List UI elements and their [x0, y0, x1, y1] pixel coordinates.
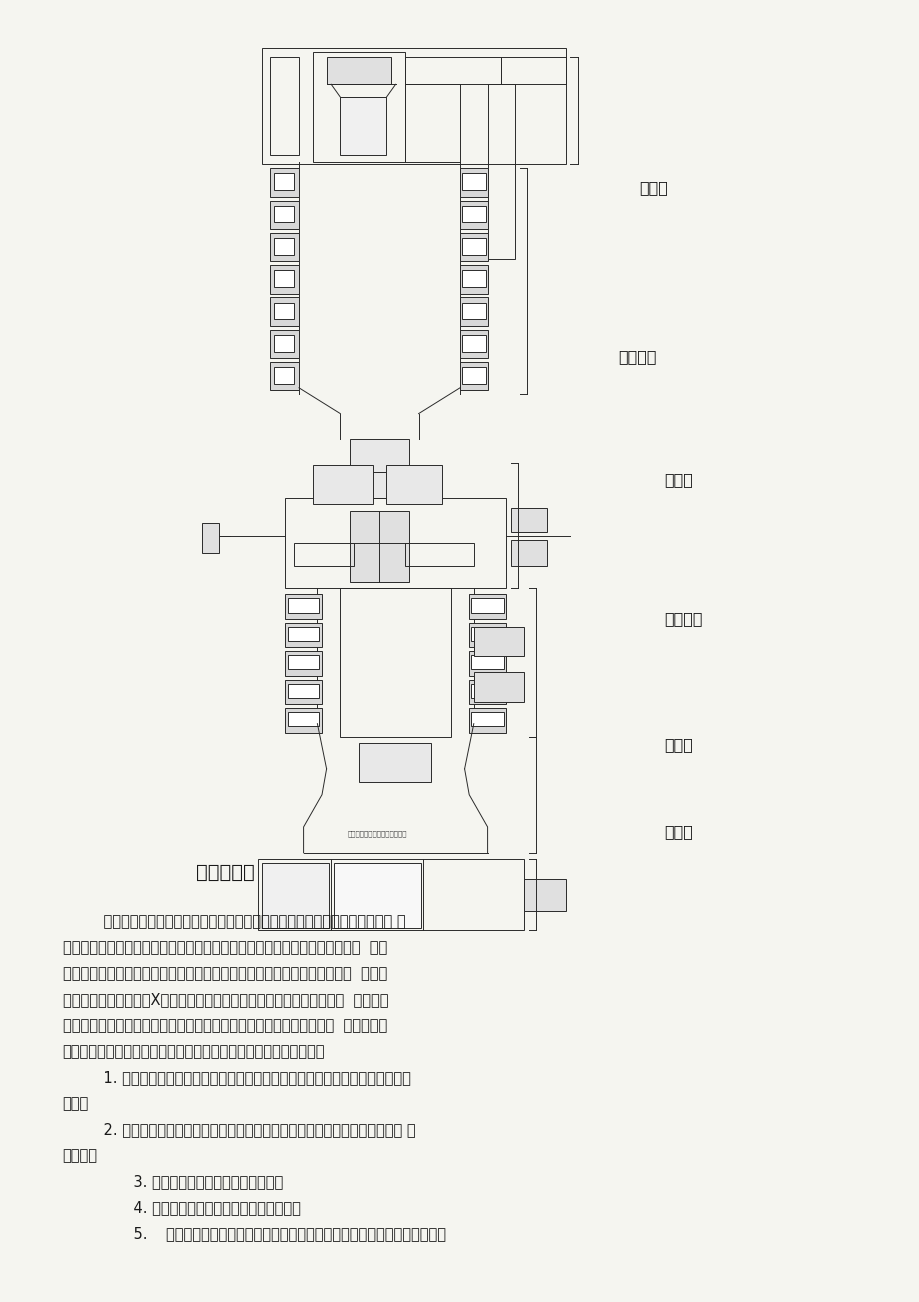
Text: 观察效果和对图像的正确解释。如果制备不出适合电镜特定观察条件的试样，  即使: 观察效果和对图像的正确解释。如果制备不出适合电镜特定观察条件的试样， 即使	[62, 940, 386, 956]
Bar	[349, 440, 409, 471]
Text: 条件，只简单地引用已有的制样方法是不够的。扫描电镜的特点是：: 条件，只简单地引用已有的制样方法是不够的。扫描电镜的特点是：	[62, 1044, 324, 1060]
Text: 2. 试样应具有良好的导电性能，不导电的试样，其表面一般需要蒸涂一层金 属: 2. 试样应具有良好的导电性能，不导电的试样，其表面一般需要蒸涂一层金 属	[85, 1122, 414, 1138]
Bar	[460, 329, 487, 358]
Text: 仪器性能再好也不会得到好的观察效果。扫描电镜的有关制样技术是以透射  电镜、: 仪器性能再好也不会得到好的观察效果。扫描电镜的有关制样技术是以透射 电镜、	[62, 966, 386, 982]
Bar	[461, 238, 485, 255]
Bar	[471, 684, 504, 698]
Bar	[471, 712, 504, 727]
Bar	[469, 595, 505, 618]
Text: 4. 观察方式不同，制样方法有明显区别。: 4. 观察方式不同，制样方法有明显区别。	[115, 1200, 301, 1216]
Bar	[262, 863, 329, 928]
Bar	[461, 302, 485, 319]
Bar	[349, 510, 409, 582]
Bar	[368, 471, 391, 497]
Text: 电子枪: 电子枪	[639, 180, 667, 195]
Bar	[334, 863, 421, 928]
Bar	[461, 271, 485, 286]
Bar	[269, 57, 299, 155]
Text: 光学显微镜及电子探针X射线显微分析制样技术为基础发展起来的，有些  方面还兼: 光学显微镜及电子探针X射线显微分析制样技术为基础发展起来的，有些 方面还兼	[62, 992, 388, 1008]
Bar	[274, 335, 294, 352]
Bar	[404, 85, 460, 161]
Bar	[285, 708, 322, 733]
Bar	[460, 266, 487, 293]
Bar	[460, 297, 487, 326]
Bar	[469, 680, 505, 704]
Bar	[471, 655, 504, 669]
Bar	[269, 266, 299, 293]
Bar	[294, 543, 354, 566]
Bar	[404, 57, 501, 85]
Bar	[269, 168, 299, 197]
Bar	[340, 98, 386, 155]
Bar	[274, 173, 294, 190]
Bar	[269, 329, 299, 358]
Bar	[469, 708, 505, 733]
Bar	[274, 238, 294, 255]
Text: 照明系统: 照明系统	[618, 349, 656, 365]
Bar	[257, 859, 524, 931]
Bar	[461, 335, 485, 352]
Bar	[288, 599, 319, 612]
Bar	[460, 168, 487, 197]
Bar	[274, 302, 294, 319]
Text: 1. 观察试样为不同大小的固体（块状、薄膜、颗粒），并可在真空中直接进行: 1. 观察试样为不同大小的固体（块状、薄膜、颗粒），并可在真空中直接进行	[85, 1070, 410, 1086]
Text: 南京工学院电子光学部分剖面图: 南京工学院电子光学部分剖面图	[347, 831, 406, 837]
Text: 导电膜。: 导电膜。	[62, 1148, 97, 1164]
Bar	[274, 271, 294, 286]
Bar	[269, 233, 299, 262]
Bar	[288, 684, 319, 698]
Bar	[312, 465, 372, 504]
Bar	[274, 367, 294, 384]
Bar	[473, 672, 524, 702]
Bar	[262, 48, 565, 164]
Bar	[288, 626, 319, 641]
Bar	[269, 201, 299, 229]
Bar	[471, 599, 504, 612]
Bar	[460, 362, 487, 391]
Bar	[487, 85, 515, 259]
Text: 照相室: 照相室	[664, 824, 692, 840]
Text: 观察室: 观察室	[664, 737, 692, 753]
Text: 样品室: 样品室	[664, 471, 692, 487]
Bar	[461, 367, 485, 384]
Bar	[386, 465, 441, 504]
Bar	[285, 651, 322, 676]
Bar	[285, 680, 322, 704]
Bar	[460, 201, 487, 229]
Bar	[269, 362, 299, 391]
Bar	[404, 543, 473, 566]
Bar	[285, 595, 322, 618]
Bar	[461, 173, 485, 190]
Bar	[510, 540, 547, 566]
Bar	[460, 233, 487, 262]
Bar	[274, 206, 294, 223]
Bar	[501, 57, 565, 85]
Bar	[469, 622, 505, 647]
Bar	[285, 497, 505, 589]
Bar	[269, 297, 299, 326]
Text: 试样制备技术在电子显微术中占有重要的地位，它直接关系到电子显微图像 的: 试样制备技术在电子显微术中占有重要的地位，它直接关系到电子显微图像 的	[85, 914, 405, 930]
Bar	[510, 508, 547, 533]
Text: 5.    试样制备与加速电压、电子束流、扫描速度（方式）等观察条件的选择有: 5. 试样制备与加速电压、电子束流、扫描速度（方式）等观察条件的选择有	[115, 1226, 446, 1242]
Bar	[340, 589, 450, 737]
Bar	[288, 712, 319, 727]
Bar	[473, 626, 524, 656]
Bar	[471, 626, 504, 641]
Bar	[285, 622, 322, 647]
Bar	[469, 651, 505, 676]
Bar	[524, 879, 565, 911]
Bar	[326, 57, 391, 85]
Bar	[461, 206, 485, 223]
Text: 观察。: 观察。	[62, 1096, 89, 1112]
Text: 成像系统: 成像系统	[664, 611, 702, 626]
Bar	[358, 743, 430, 781]
Bar	[288, 655, 319, 669]
Bar	[312, 52, 404, 161]
Bar	[202, 523, 219, 553]
Text: 具透射电镜制样技术，所用设备也基本相同。但因扫描电镜有其本身的  特点和观察: 具透射电镜制样技术，所用设备也基本相同。但因扫描电镜有其本身的 特点和观察	[62, 1018, 386, 1034]
Text: 3. 试样表面一般起伏（凹凸）较大。: 3. 试样表面一般起伏（凹凸）较大。	[115, 1174, 283, 1190]
Text: 样品的制备: 样品的制备	[196, 863, 255, 881]
